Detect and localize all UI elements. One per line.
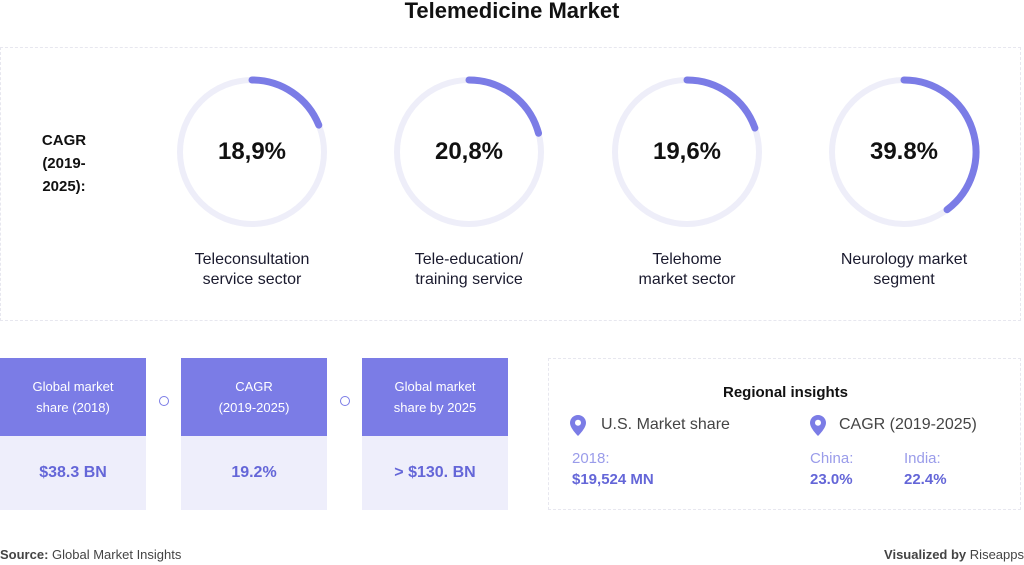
cagr-label-line1: CAGR [41,132,87,149]
stat-card-value: 19.2% [181,436,327,510]
stat-card-header-line1: Global market [32,379,114,394]
donut-value-text: 19,6% [652,138,722,165]
donut-label-line2: training service [415,271,523,288]
donut-label-line2: segment [873,271,935,288]
donut-value-arc [683,76,759,132]
donut-telehome-ring [612,76,762,227]
us-year-label: 2018: [572,450,610,467]
stat-card-header: Global market share by 2025 [362,358,508,436]
donut-value-text: 39.8% [869,138,939,165]
stat-card-header-line2: (2019-2025) [218,400,290,415]
page-title: Telemedicine Market [404,0,620,23]
stat-card-header-line2: share (2018) [36,400,110,415]
location-pin-icon [810,415,826,436]
donut-label-neurology: Neurology market segment [804,250,1004,290]
china-value: 23.0% [810,471,853,488]
stat-card-header: CAGR (2019-2025) [181,358,327,436]
donut-value-arc [900,76,980,214]
donut-label-teleconsultation: Teleconsultation service sector [152,250,352,290]
donut-label-line2: service sector [202,271,302,288]
source-label: Source: [0,547,49,562]
connector-dot [340,396,350,406]
donut-tele-education: 20,8% [392,75,546,229]
stat-card-value: > $130. BN [362,436,508,510]
donut-label-line1: Teleconsultation [194,251,310,268]
cagr-label-line2: (2019-2025): [42,155,86,195]
donut-label-line1: Neurology market [840,251,968,268]
location-pin-icon [570,415,586,436]
stat-card-header-line2: share by 2025 [393,400,477,415]
donut-label-line1: Tele-education/ [414,251,524,268]
donut-label-tele-education: Tele-education/ training service [369,250,569,290]
donut-teleconsultation-ring [177,76,327,227]
stat-card-header-line1: CAGR [235,379,273,394]
us-market-heading: U.S. Market share [601,416,730,433]
donut-label-line2: market sector [638,271,736,288]
donut-value-text: 18,9% [217,138,287,165]
connector-dot [159,396,169,406]
donut-neurology: 39.8% [827,75,981,229]
donut-teleconsultation: 18,9% [175,75,329,229]
china-label: China: [810,450,854,467]
donut-neurology-ring [829,76,980,227]
india-value: 22.4% [904,471,947,488]
donut-value-arc [248,76,323,129]
regional-title: Regional insights [722,384,848,401]
regional-insights-panel: Regional insights U.S. Market share 2018… [548,358,1021,510]
visualized-by-label: Visualized by [884,547,967,562]
stat-card-header: Global market share (2018) [0,358,146,436]
donut-telehome: 19,6% [610,75,764,229]
stat-card-header-line1: Global market [394,379,476,394]
cagr-label: CAGR (2019-2025): [22,129,106,198]
donut-value-text: 20,8% [434,138,504,165]
regional-cagr-heading: CAGR (2019-2025) [839,416,977,433]
donut-tele-education-ring [394,76,544,227]
donut-label-line1: Telehome [652,251,722,268]
source-note: Source: Global Market Insights [0,547,181,562]
visualized-by-note: Visualized by Riseapps [884,547,1024,562]
stat-card-value: $38.3 BN [0,436,146,510]
cagr-panel [0,47,1021,321]
stat-card-global-share-2018: Global market share (2018) $38.3 BN [0,358,146,510]
donut-label-telehome: Telehome market sector [587,250,787,290]
stat-card-global-share-2025: Global market share by 2025 > $130. BN [362,358,508,510]
us-market-value: $19,524 MN [572,471,654,488]
stat-card-cagr: CAGR (2019-2025) 19.2% [181,358,327,510]
donut-value-arc [465,76,543,137]
source-text: Global Market Insights [52,547,182,562]
visualized-by-text: Riseapps [969,547,1024,562]
india-label: India: [904,450,941,467]
